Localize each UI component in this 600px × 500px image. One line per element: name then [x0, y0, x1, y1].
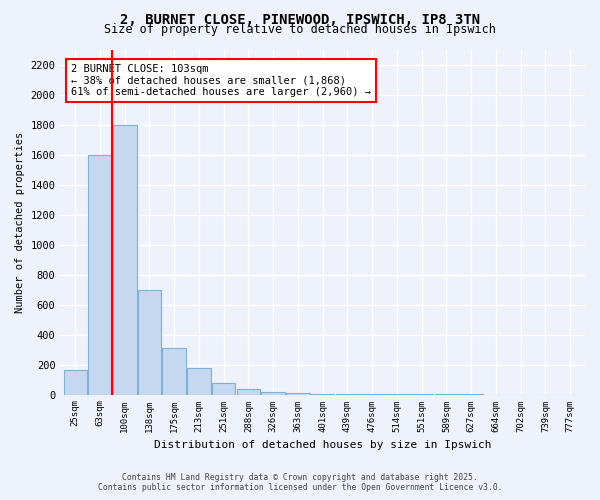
Text: 2, BURNET CLOSE, PINEWOOD, IPSWICH, IP8 3TN: 2, BURNET CLOSE, PINEWOOD, IPSWICH, IP8 … [120, 12, 480, 26]
Text: 2 BURNET CLOSE: 103sqm
← 38% of detached houses are smaller (1,868)
61% of semi-: 2 BURNET CLOSE: 103sqm ← 38% of detached… [71, 64, 371, 97]
Bar [88, 155, 112, 394]
Bar [237, 388, 260, 394]
Bar [187, 368, 211, 394]
Bar [113, 125, 137, 394]
Bar [138, 290, 161, 395]
Bar [163, 348, 186, 395]
Bar [262, 392, 285, 394]
Bar [212, 384, 235, 394]
X-axis label: Distribution of detached houses by size in Ipswich: Distribution of detached houses by size … [154, 440, 491, 450]
Text: Size of property relative to detached houses in Ipswich: Size of property relative to detached ho… [104, 22, 496, 36]
Text: Contains HM Land Registry data © Crown copyright and database right 2025.
Contai: Contains HM Land Registry data © Crown c… [98, 473, 502, 492]
Y-axis label: Number of detached properties: Number of detached properties [15, 132, 25, 313]
Bar [64, 370, 87, 394]
Bar [286, 393, 310, 394]
